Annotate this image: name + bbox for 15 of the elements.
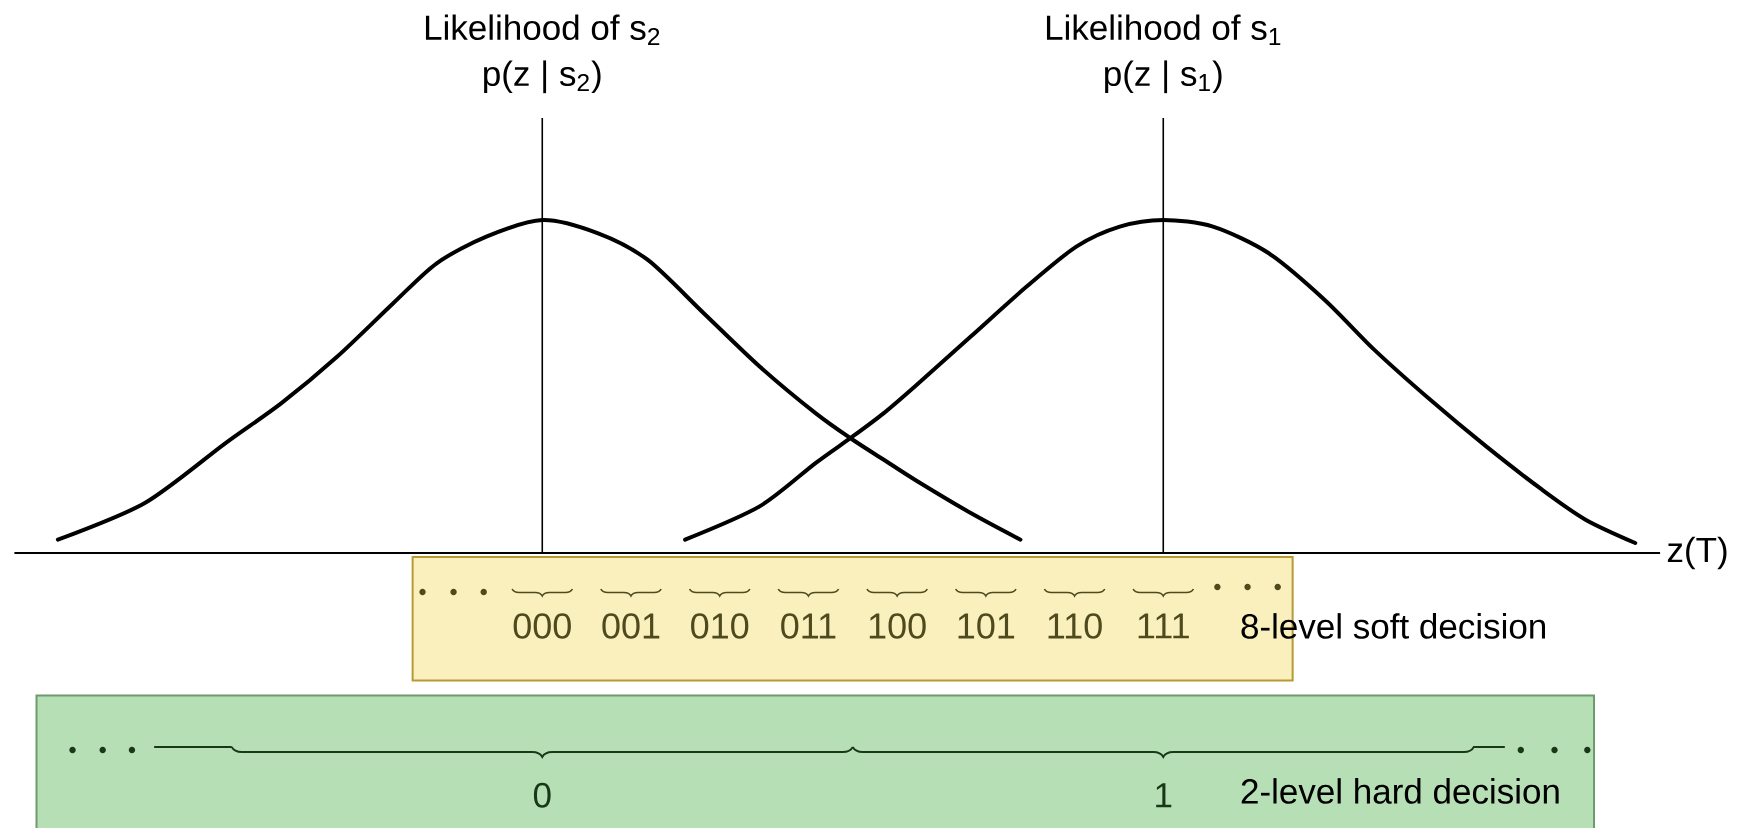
text: 101 xyxy=(958,613,1015,639)
text: 2-level hard decision xyxy=(1241,778,1559,804)
text: 8-level soft decision xyxy=(1241,613,1546,639)
text: 110 xyxy=(1048,613,1102,639)
text: Likelihood of s$_{1}$ p(z | s$_{1}$) xyxy=(1046,14,1281,94)
text: 011 xyxy=(781,613,836,639)
x-tick-label: 1 xyxy=(1156,783,1172,808)
text: 100 xyxy=(869,613,926,639)
text: 111 xyxy=(1138,613,1189,639)
text: 001 xyxy=(602,613,660,639)
x-tick-label: 0 xyxy=(533,782,551,808)
text: 010 xyxy=(691,613,749,639)
text: Likelihood of s$_{2}$ p(z | s$_{2}$) xyxy=(425,14,660,94)
text: 000 xyxy=(513,613,571,639)
x-axis-title: z(T) xyxy=(1667,536,1727,570)
